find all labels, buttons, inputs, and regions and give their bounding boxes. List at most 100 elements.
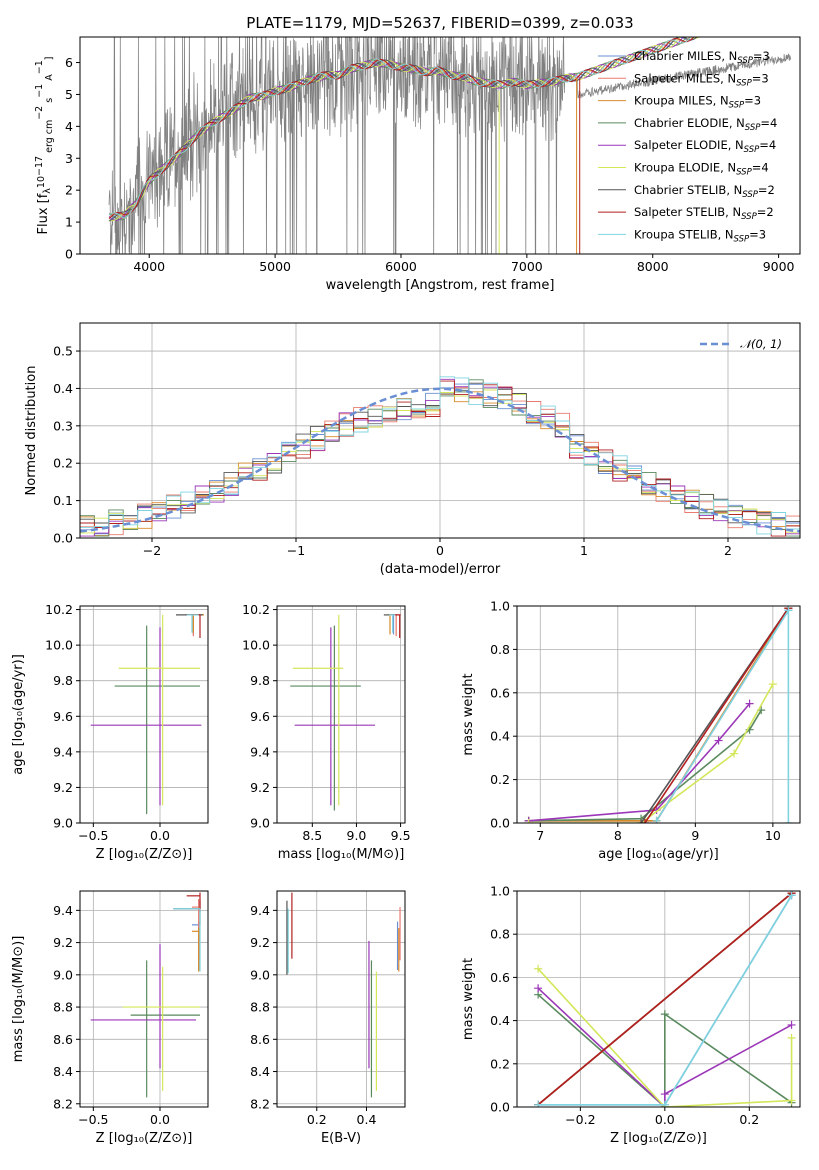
y-tick-label: 9.6	[250, 709, 270, 724]
x-tick-label: 9.0	[347, 828, 367, 843]
x-tick-label: 2	[724, 543, 732, 558]
y-tick-label: 10.0	[242, 638, 270, 653]
axes-frame	[276, 890, 406, 1108]
errorbar-kroupa-stelib	[173, 908, 201, 972]
y-tick-label: 9.4	[53, 744, 73, 759]
y-tick-label: 8.2	[53, 1096, 73, 1111]
y-tick-label: 9.2	[53, 780, 73, 795]
legend-entry: Salpeter MILES, NSSP=3	[634, 71, 769, 88]
x-tick-label: −0.2	[565, 1112, 595, 1127]
y-tick-label: 2	[65, 183, 73, 198]
y-tick-label: 0.1	[53, 493, 73, 508]
residual-histogram-panel: −2 −1 0 1 2 0.0 0.1 0.2 0.3 0.4 0.5 (data-model)/er…	[24, 322, 801, 577]
series-marker	[787, 891, 796, 900]
series-line	[528, 709, 762, 822]
histogram-kroupa-stelib	[80, 376, 800, 535]
mass-vs-extinction-panel: 0.2 0.4 8.2 8.4 8.6 8.8 9.0 9.2 9.4 E(B-V)	[250, 890, 406, 1146]
y-tick-label: 10.2	[242, 602, 270, 617]
legend-subscript: SSP	[736, 168, 752, 178]
series-marker	[768, 680, 777, 689]
x-axis-label: Z [log₁₀(Z/Z⊙)]	[610, 1131, 707, 1146]
series-chabrier-miles	[524, 606, 793, 823]
x-tick-label: −1	[287, 543, 305, 558]
legend-count: =3	[749, 227, 766, 241]
series-line	[528, 607, 790, 822]
legend-count: =2	[758, 183, 775, 197]
errorbar-kroupa-elodie	[118, 614, 200, 806]
y-axis-label: mass weight	[461, 958, 476, 1040]
y-axis-label: mass weight	[461, 673, 476, 755]
y-tick-label: 4	[65, 119, 73, 134]
legend-name: Salpeter STELIB, N	[634, 205, 741, 219]
x-tick-label: 9	[691, 828, 699, 843]
y-tick-label: 8.8	[53, 1000, 73, 1015]
y-label-part: −1	[34, 84, 45, 98]
model-fit-kroupa-stelib	[108, 37, 692, 219]
errorbar-chabrier-elodie	[290, 625, 361, 811]
legend-subscript: SSP	[745, 123, 761, 133]
y-tick-label: 0.6	[490, 970, 510, 985]
series-line	[537, 892, 793, 1106]
y-axis-label: Normed distribution	[24, 366, 39, 496]
series-kroupa-elodie	[534, 964, 796, 1107]
y-label-part: 10	[36, 176, 47, 188]
y-label-part: −2	[34, 106, 45, 120]
series-line	[528, 607, 790, 822]
x-axis-label: E(B-V)	[321, 1131, 361, 1146]
errorbar-kroupa-elodie	[122, 966, 200, 1091]
x-tick-label: 10	[765, 828, 781, 843]
series-kroupa-miles	[524, 606, 793, 823]
legend-entry: Salpeter ELODIE, NSSP=4	[634, 138, 776, 155]
series-marker	[534, 1100, 543, 1107]
x-tick-label: 0.0	[655, 1112, 675, 1127]
y-tick-label: 0.8	[490, 927, 510, 942]
y-label-part: −1	[34, 60, 45, 74]
age-vs-metallicity-panel: −0.5 0.0 9.0 9.2 9.4 9.6 9.8 10.0 10.2 Z [log₁₀(Z…	[11, 602, 209, 862]
legend-count: =4	[752, 161, 769, 175]
y-tick-label: 0.8	[490, 642, 510, 657]
series-marker	[652, 816, 661, 823]
legend-name: Chabrier MILES, N	[634, 49, 737, 63]
y-tick-label: 0.2	[53, 456, 73, 471]
y-tick-label: 9.4	[250, 903, 270, 918]
series-marker	[730, 749, 739, 758]
y-tick-label: 8.8	[250, 1000, 270, 1015]
x-axis-label: Z [log₁₀(Z/Z⊙)]	[96, 847, 193, 862]
legend-name: Salpeter ELODIE, N	[634, 138, 744, 152]
x-tick-label: −0.5	[78, 828, 108, 843]
series-line	[528, 683, 774, 823]
axes-frame	[276, 605, 406, 824]
y-tick-label: 9.2	[53, 935, 73, 950]
y-tick-label: 1	[65, 215, 73, 230]
legend-count: =3	[753, 49, 770, 63]
legend-subscript: SSP	[741, 212, 757, 222]
x-tick-label: 8	[614, 828, 622, 843]
legend-subscript: SSP	[737, 56, 753, 66]
series-salpeter-miles	[524, 606, 793, 823]
x-tick-label: −2	[143, 543, 161, 558]
y-tick-label: 9.8	[250, 673, 270, 688]
mass-vs-metallicity-panel: −0.5 0.0 8.2 8.4 8.6 8.8 9.0 9.2 9.4 Z [log₁₀(Z/Z…	[11, 890, 209, 1146]
series-marker	[524, 819, 533, 823]
legend-entry: Salpeter STELIB, NSSP=2	[634, 205, 774, 222]
series-chabrier-elodie	[524, 706, 766, 823]
x-axis-label: mass [log₁₀(M/M⊙)]	[278, 847, 405, 862]
y-tick-label: 0.4	[490, 729, 510, 744]
x-tick-label: 9.5	[391, 828, 411, 843]
y-tick-label: 9.2	[250, 780, 270, 795]
y-label-part: Flux [f	[36, 193, 51, 234]
series-marker	[787, 1096, 796, 1105]
y-tick-label: 9.6	[53, 709, 73, 724]
y-tick-label: 8.4	[53, 1064, 73, 1079]
normal-reference-curve	[80, 387, 800, 533]
y-tick-label: 0.2	[490, 772, 510, 787]
y-label-part: A	[44, 74, 55, 84]
legend-entry: Chabrier MILES, NSSP=3	[634, 49, 770, 66]
model-fit-kroupa-elodie	[108, 37, 701, 222]
x-axis-label: Z [log₁₀(Z/Z⊙)]	[96, 1131, 193, 1146]
legend-name: Salpeter MILES, N	[634, 71, 736, 85]
series-marker	[660, 1010, 669, 1019]
series-marker	[534, 964, 543, 973]
